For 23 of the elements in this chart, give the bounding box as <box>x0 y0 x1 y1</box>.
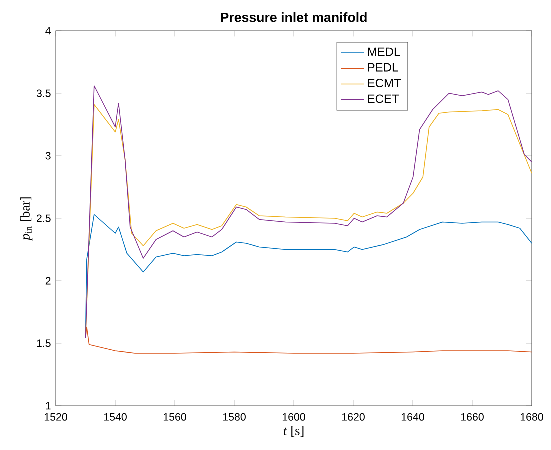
legend-label: ECMT <box>368 79 402 88</box>
legend-label: PEDL <box>368 63 398 72</box>
y-tick-label: 1.5 <box>37 340 51 348</box>
y-tick-label: 2.5 <box>37 214 51 222</box>
x-tick-label: 1660 <box>461 413 484 421</box>
x-tick-label: 1680 <box>520 413 544 421</box>
chart-title: Pressure inlet manifold <box>221 12 367 22</box>
x-tick-label: 1620 <box>342 413 365 421</box>
y-tick-label: 1 <box>46 402 51 410</box>
x-axis-title: t [s] <box>284 426 304 438</box>
legend-label: MEDL <box>368 48 400 56</box>
y-tick-label: 4 <box>46 27 51 35</box>
x-tick-label: 1540 <box>104 413 127 421</box>
y-tick-label: 3.5 <box>36 90 51 98</box>
x-tick-label: 1640 <box>402 413 424 421</box>
y-tick-label: 2 <box>46 277 51 285</box>
x-tick-label: 1560 <box>164 413 186 421</box>
x-tick-label: 1600 <box>282 413 306 421</box>
y-tick-label: 3 <box>46 152 51 160</box>
x-tick-label: 1520 <box>44 413 68 421</box>
x-tick-label: 1580 <box>223 413 246 421</box>
y-axis-title: p$_{in}$ [bar] <box>20 198 33 242</box>
legend-label: ECET <box>368 94 400 104</box>
